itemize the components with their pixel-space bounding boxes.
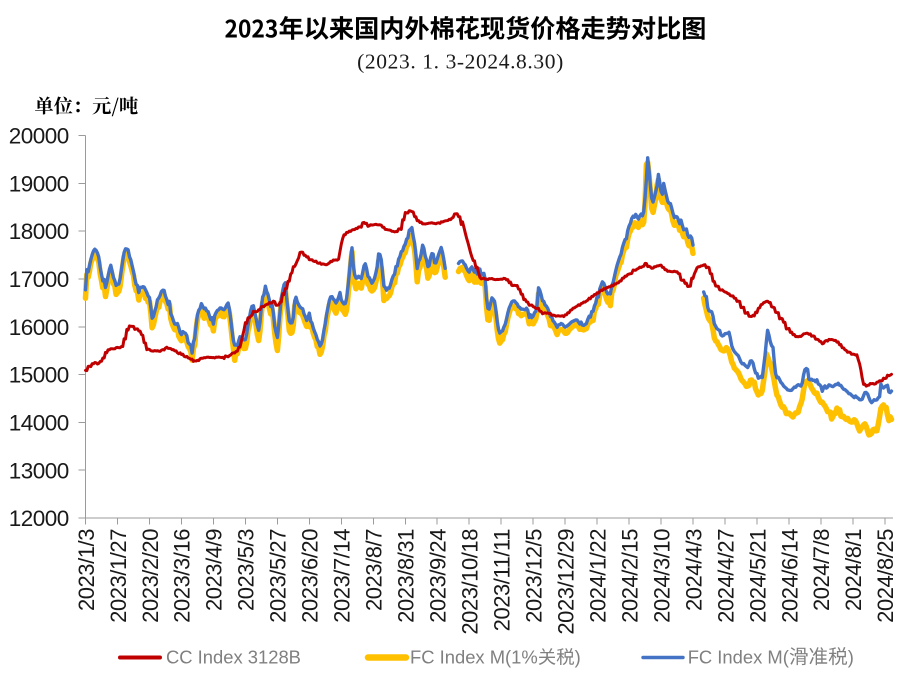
svg-text:2023/7/14: 2023/7/14 xyxy=(330,529,355,623)
svg-text:): ) xyxy=(848,647,854,668)
svg-text:2024/4/3: 2024/4/3 xyxy=(681,529,706,611)
svg-text:2023/1/27: 2023/1/27 xyxy=(106,529,131,623)
svg-text:2023/4/9: 2023/4/9 xyxy=(202,529,227,611)
svg-text:2024/5/21: 2024/5/21 xyxy=(745,529,770,623)
svg-text:2024/1/22: 2024/1/22 xyxy=(585,529,610,623)
svg-text:2023/1/3: 2023/1/3 xyxy=(74,529,99,611)
svg-text:FC Index M(1%: FC Index M(1% xyxy=(410,647,538,668)
svg-text:2024/6/14: 2024/6/14 xyxy=(777,529,802,623)
svg-text:17000: 17000 xyxy=(9,267,69,292)
svg-text:2023/3/16: 2023/3/16 xyxy=(170,529,195,623)
svg-text:2024/8/1: 2024/8/1 xyxy=(841,529,866,611)
svg-text:12000: 12000 xyxy=(9,506,69,531)
svg-text:): ) xyxy=(575,647,581,668)
svg-text:2023/2/20: 2023/2/20 xyxy=(138,529,163,623)
svg-text:2024/2/15: 2024/2/15 xyxy=(617,529,642,623)
svg-text:CC Index 3128B: CC Index 3128B xyxy=(166,647,301,668)
svg-text:13000: 13000 xyxy=(9,458,69,483)
svg-text:2023/10/18: 2023/10/18 xyxy=(458,529,483,635)
svg-text:2023/8/31: 2023/8/31 xyxy=(394,529,419,623)
svg-text:2023/12/29: 2023/12/29 xyxy=(553,529,578,635)
svg-text:15000: 15000 xyxy=(9,363,69,388)
svg-text:20000: 20000 xyxy=(9,124,69,149)
svg-text:2023/5/27: 2023/5/27 xyxy=(266,529,291,623)
svg-text:2023/11/11: 2023/11/11 xyxy=(490,529,515,632)
svg-text:FC Index M(: FC Index M( xyxy=(688,647,790,668)
svg-text:2023/12/5: 2023/12/5 xyxy=(522,529,547,623)
svg-text:19000: 19000 xyxy=(9,171,69,196)
svg-text:2023/5/3: 2023/5/3 xyxy=(234,529,259,611)
svg-text:2024/3/10: 2024/3/10 xyxy=(649,529,674,623)
svg-text:2024/4/27: 2024/4/27 xyxy=(713,529,738,623)
svg-text:16000: 16000 xyxy=(9,315,69,340)
svg-text:2023/9/24: 2023/9/24 xyxy=(426,529,451,623)
svg-text:2023/8/7: 2023/8/7 xyxy=(362,529,387,611)
svg-text:2024/8/25: 2024/8/25 xyxy=(873,529,898,623)
svg-text:2024/7/8: 2024/7/8 xyxy=(809,529,834,611)
svg-text:18000: 18000 xyxy=(9,219,69,244)
svg-text:(2023. 1. 3-2024.8.30): (2023. 1. 3-2024.8.30) xyxy=(357,50,564,74)
svg-text:2023/6/20: 2023/6/20 xyxy=(298,529,323,623)
svg-text:14000: 14000 xyxy=(9,411,69,436)
